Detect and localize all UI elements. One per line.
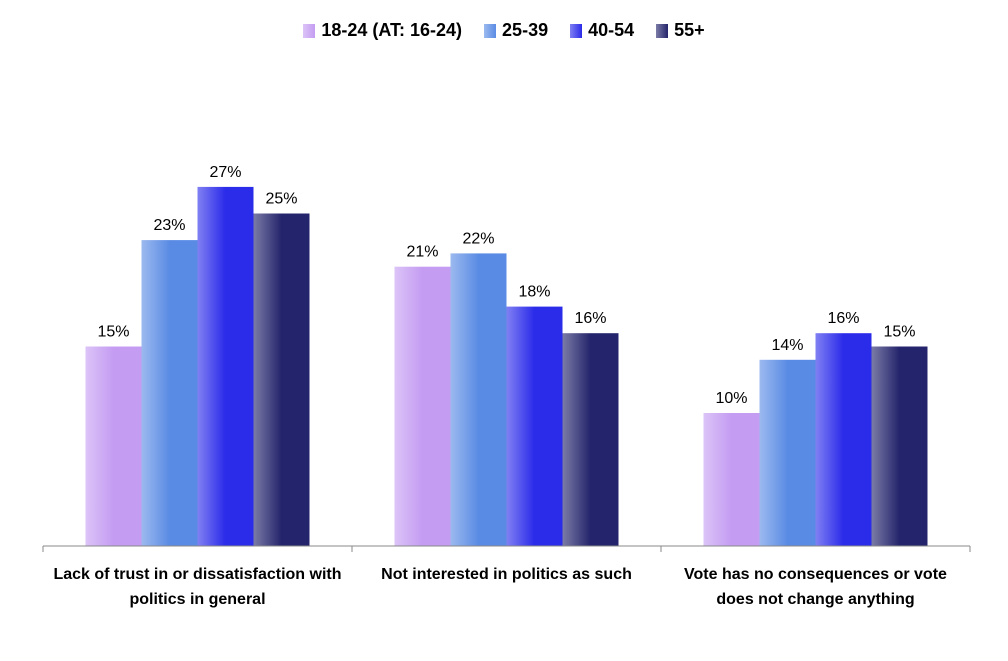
- legend-item: 40-54: [570, 20, 634, 41]
- legend-swatch: [484, 23, 497, 38]
- value-label: 23%: [153, 217, 185, 234]
- legend-swatch: [656, 23, 669, 38]
- legend-label: 55+: [674, 20, 705, 40]
- value-label: 14%: [771, 337, 803, 354]
- bar: [197, 186, 254, 546]
- x-tick-label: Vote has no consequences or vote does no…: [684, 566, 947, 608]
- value-label: 21%: [406, 244, 438, 261]
- bar: [141, 240, 198, 546]
- bar: [394, 266, 451, 546]
- value-label: 27%: [209, 164, 241, 181]
- value-label: 10%: [715, 390, 747, 407]
- legend-item: 25-39: [484, 20, 548, 41]
- value-label: 22%: [462, 230, 494, 247]
- x-tick-label: Lack of trust in or dissatisfaction with…: [53, 566, 342, 608]
- legend-item: 55+: [656, 20, 705, 41]
- bar: [759, 359, 816, 546]
- value-label: 18%: [518, 284, 550, 301]
- value-label: 16%: [827, 310, 859, 327]
- bar: [562, 333, 619, 546]
- bar: [85, 346, 142, 546]
- value-label: 16%: [574, 310, 606, 327]
- legend-swatch: [570, 23, 583, 38]
- value-label: 25%: [265, 191, 297, 208]
- bar: [815, 333, 872, 546]
- bar: [253, 213, 310, 546]
- legend-label: 40-54: [588, 20, 635, 40]
- legend-label: 18-24 (AT: 16-24): [321, 20, 463, 40]
- value-label: 15%: [97, 324, 129, 341]
- bar: [506, 306, 563, 546]
- bar: [871, 346, 928, 546]
- legend: 18-24 (AT: 16-24) 25-39 40-54 55+: [0, 20, 1008, 41]
- bar: [703, 413, 760, 546]
- value-label: 15%: [883, 324, 915, 341]
- bar: [450, 253, 507, 546]
- legend-label: 25-39: [502, 20, 549, 40]
- legend-swatch: [303, 23, 316, 38]
- legend-item: 18-24 (AT: 16-24): [303, 20, 462, 41]
- x-tick-label: Not interested in politics as such: [381, 566, 632, 583]
